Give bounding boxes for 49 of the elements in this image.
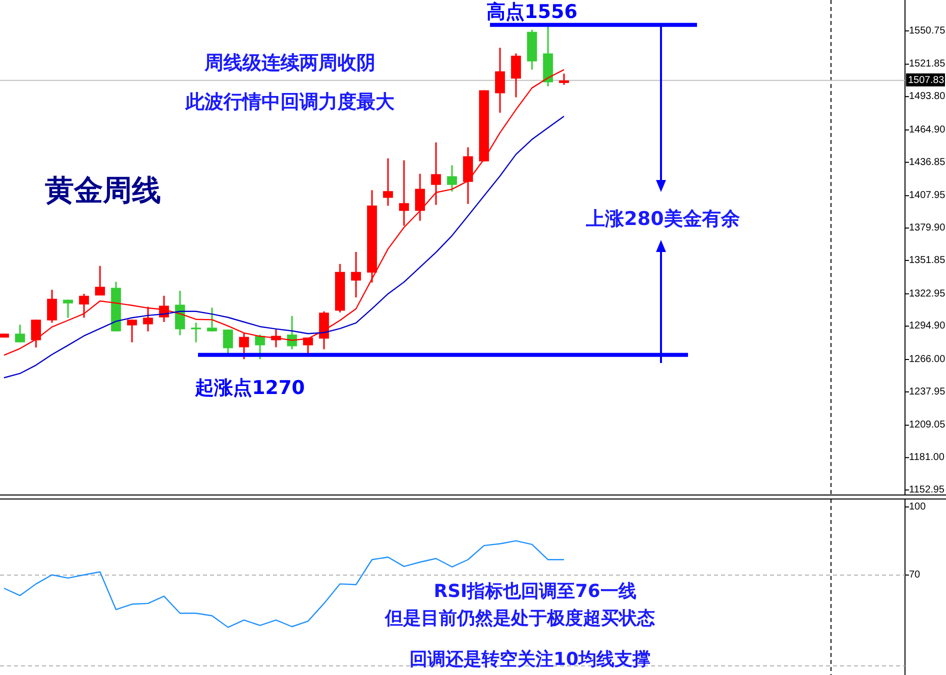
y-tick-label: 1294.90: [909, 320, 946, 332]
candlestick: [15, 324, 25, 344]
ref-line-label: 1507.83: [908, 74, 945, 86]
candlestick: [47, 289, 57, 324]
y-tick-label: 1209.05: [909, 420, 946, 431]
candlestick: [447, 164, 457, 192]
candlestick: [383, 158, 393, 207]
candlestick: [351, 251, 361, 298]
annotation: 回调还是转空关注10均线支撑: [409, 649, 651, 670]
candlestick: [399, 160, 409, 226]
annotation: 但是目前仍然是处于极度超买状态: [384, 608, 655, 629]
y-tick-label: 1237.95: [909, 386, 946, 398]
y-tick-label: 1521.85: [909, 58, 946, 70]
y-tick-label: 100: [909, 501, 926, 512]
line-series: [3, 116, 565, 378]
candlestick: [511, 52, 521, 98]
candlestick: [255, 334, 265, 360]
text: 黄金周线: [44, 173, 161, 207]
y-tick-label: 1266.00: [909, 354, 946, 366]
y-tick-label: 1407.95: [909, 190, 946, 202]
y-tick-label: 1152.95: [909, 484, 945, 496]
candlestick: [63, 298, 73, 318]
y-tick-label: 1436.85: [909, 156, 946, 168]
ref-line-label: 高点1556: [486, 1, 578, 23]
y-tick-label: 1493.80: [909, 91, 946, 102]
candlestick: [95, 265, 105, 296]
candlestick: [79, 293, 89, 318]
y-tick-label: 1550.75: [909, 25, 946, 36]
y-tick-label: 1379.90: [909, 222, 946, 234]
candlestick: [207, 306, 217, 332]
y-tick-label: 1464.90: [909, 124, 946, 136]
ref-line-label: 起涨点1270: [194, 377, 305, 399]
y-tick-label: 1322.95: [909, 288, 946, 300]
annotation: 周线级连续两周收阴: [204, 52, 376, 74]
y-tick-label: 1181.00: [909, 452, 945, 464]
candlestick: [127, 318, 137, 344]
y-tick-label: 70: [909, 570, 921, 581]
candlestick: [223, 328, 233, 354]
y-tick-label: 1351.85: [909, 254, 946, 266]
text: 上涨280美金有余: [585, 208, 741, 230]
candlestick: [31, 318, 41, 348]
candlestick: [559, 72, 569, 86]
candlestick: [191, 322, 201, 344]
annotation: RSI指标也回调至76一线: [434, 581, 636, 602]
candlestick: [431, 142, 441, 206]
candlestick: [415, 173, 425, 222]
candlestick: [495, 47, 505, 114]
candlestick: [143, 306, 153, 332]
annotation: 此波行情中回调力度最大: [184, 91, 396, 113]
